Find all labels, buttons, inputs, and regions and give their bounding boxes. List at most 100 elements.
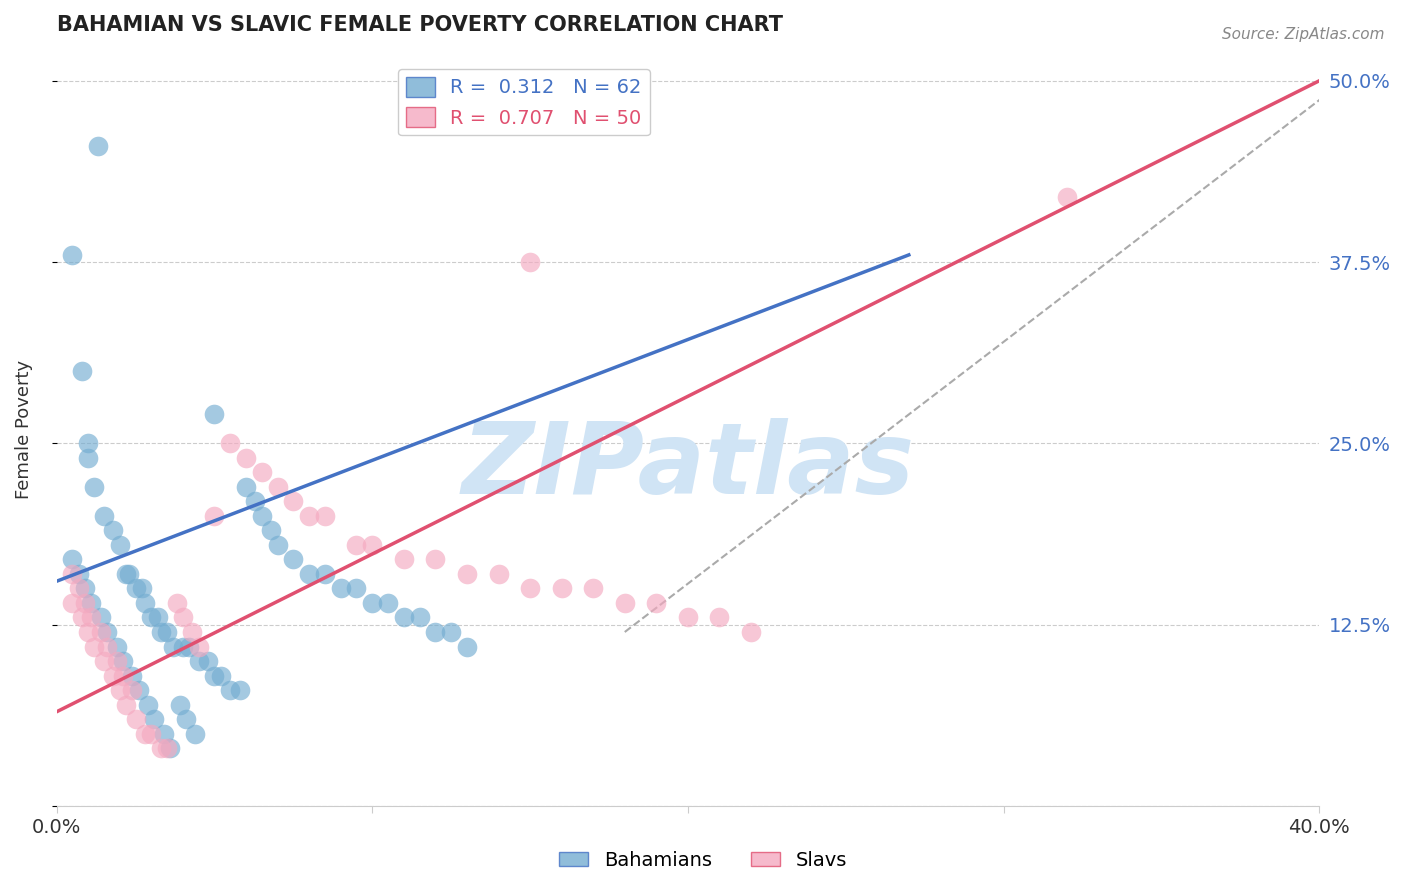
Point	[298, 508, 321, 523]
Point	[361, 538, 384, 552]
Point	[219, 436, 242, 450]
Point	[169, 698, 191, 712]
Point	[70, 364, 93, 378]
Point	[346, 582, 368, 596]
Point	[128, 683, 150, 698]
Point	[314, 566, 336, 581]
Point	[266, 480, 288, 494]
Point	[77, 436, 100, 450]
Point	[184, 726, 207, 740]
Point	[209, 668, 232, 682]
Point	[361, 596, 384, 610]
Point	[392, 552, 415, 566]
Point	[250, 466, 273, 480]
Point	[93, 508, 115, 523]
Point	[80, 610, 103, 624]
Y-axis label: Female Poverty: Female Poverty	[15, 359, 32, 499]
Point	[283, 494, 305, 508]
Point	[204, 668, 226, 682]
Point	[118, 566, 141, 581]
Point	[105, 654, 128, 668]
Point	[740, 625, 762, 640]
Legend: R =  0.312   N = 62, R =  0.707   N = 50: R = 0.312 N = 62, R = 0.707 N = 50	[398, 69, 650, 136]
Point	[283, 552, 305, 566]
Point	[550, 582, 572, 596]
Point	[115, 698, 138, 712]
Legend: Bahamians, Slavs: Bahamians, Slavs	[551, 843, 855, 878]
Point	[172, 610, 194, 624]
Point	[67, 566, 90, 581]
Point	[162, 640, 184, 654]
Point	[235, 450, 257, 465]
Text: ZIPatlas: ZIPatlas	[461, 418, 914, 516]
Point	[146, 610, 169, 624]
Point	[298, 566, 321, 581]
Point	[440, 625, 463, 640]
Point	[425, 552, 447, 566]
Point	[70, 610, 93, 624]
Point	[314, 508, 336, 523]
Point	[111, 668, 134, 682]
Point	[377, 596, 399, 610]
Point	[77, 450, 100, 465]
Point	[124, 712, 146, 726]
Point	[519, 255, 541, 269]
Point	[80, 596, 103, 610]
Point	[124, 582, 146, 596]
Point	[103, 524, 125, 538]
Point	[488, 566, 510, 581]
Point	[456, 640, 478, 654]
Point	[134, 596, 156, 610]
Point	[73, 582, 96, 596]
Point	[121, 683, 143, 698]
Point	[60, 248, 83, 262]
Point	[613, 596, 636, 610]
Point	[204, 508, 226, 523]
Point	[103, 668, 125, 682]
Point	[346, 538, 368, 552]
Point	[86, 139, 108, 153]
Point	[1056, 190, 1078, 204]
Point	[266, 538, 288, 552]
Point	[83, 640, 105, 654]
Point	[166, 596, 188, 610]
Point	[250, 508, 273, 523]
Point	[156, 741, 179, 756]
Point	[108, 538, 131, 552]
Point	[143, 712, 166, 726]
Point	[260, 524, 283, 538]
Point	[172, 640, 194, 654]
Point	[582, 582, 605, 596]
Point	[645, 596, 668, 610]
Point	[187, 654, 209, 668]
Point	[709, 610, 731, 624]
Point	[153, 726, 176, 740]
Point	[149, 741, 172, 756]
Text: BAHAMIAN VS SLAVIC FEMALE POVERTY CORRELATION CHART: BAHAMIAN VS SLAVIC FEMALE POVERTY CORREL…	[56, 15, 783, 35]
Point	[108, 683, 131, 698]
Point	[93, 654, 115, 668]
Point	[235, 480, 257, 494]
Point	[329, 582, 352, 596]
Point	[90, 610, 112, 624]
Point	[174, 712, 197, 726]
Point	[77, 625, 100, 640]
Point	[131, 582, 153, 596]
Point	[136, 698, 159, 712]
Text: Source: ZipAtlas.com: Source: ZipAtlas.com	[1222, 27, 1385, 42]
Point	[159, 741, 181, 756]
Point	[111, 654, 134, 668]
Point	[67, 582, 90, 596]
Point	[197, 654, 219, 668]
Point	[141, 610, 163, 624]
Point	[181, 625, 204, 640]
Point	[60, 596, 83, 610]
Point	[115, 566, 138, 581]
Point	[121, 668, 143, 682]
Point	[456, 566, 478, 581]
Point	[96, 640, 118, 654]
Point	[149, 625, 172, 640]
Point	[73, 596, 96, 610]
Point	[90, 625, 112, 640]
Point	[83, 480, 105, 494]
